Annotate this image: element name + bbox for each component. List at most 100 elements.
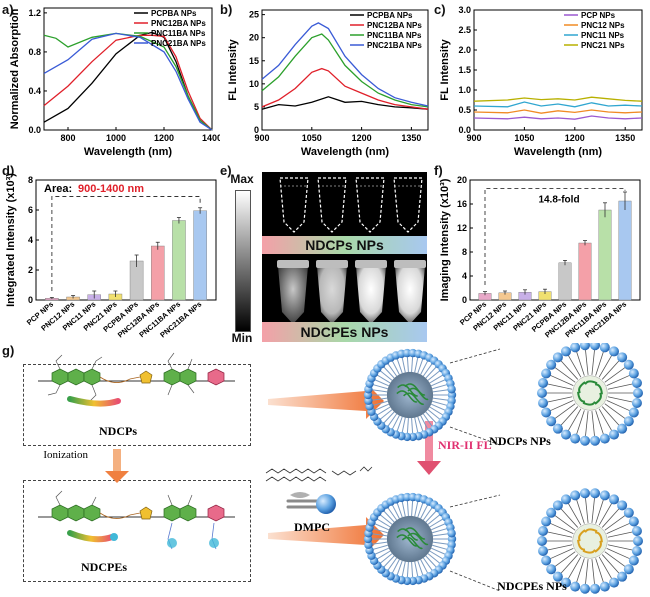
zoom-lipid-head bbox=[590, 343, 601, 351]
zoom-lipid-head bbox=[552, 571, 563, 582]
zoom-lipid-tail bbox=[554, 515, 576, 531]
zoom-lipid-head bbox=[579, 435, 590, 446]
polymer-strand bbox=[397, 384, 419, 397]
bottom-tubes bbox=[278, 266, 425, 324]
ionization-arrow bbox=[105, 449, 129, 483]
zoom-lipid-head bbox=[617, 571, 628, 582]
tube-top-4 bbox=[393, 177, 423, 233]
zoom-lipid-head bbox=[623, 416, 634, 427]
zoom-lipid-head bbox=[633, 536, 643, 546]
zoom-lipid-head bbox=[561, 577, 571, 588]
zoom-polymer bbox=[594, 540, 602, 553]
zoom-lipid-head bbox=[541, 516, 552, 527]
lipid-tail bbox=[420, 415, 429, 430]
zoom-lipid-tail bbox=[550, 375, 574, 386]
lipid-tail bbox=[414, 417, 419, 433]
area-range-label: 900-1400 nm bbox=[78, 183, 144, 195]
polymer-strand bbox=[396, 390, 418, 403]
lipid-tail bbox=[406, 562, 409, 578]
zoom-lipid-tail bbox=[547, 531, 573, 538]
zoom-lipid-head bbox=[590, 435, 601, 446]
zoom-lipid-head bbox=[538, 378, 549, 389]
zoom-lipid-head bbox=[579, 488, 590, 499]
y-tick-label: 20 bbox=[457, 175, 467, 185]
y-tick-label: 1.0 bbox=[458, 85, 471, 95]
y-tick-label: 16 bbox=[457, 199, 467, 209]
ndcps-label: NDCPs bbox=[99, 424, 137, 438]
y-axis-label: Integrated Intensity (x10³) bbox=[5, 173, 17, 307]
zoom-lipid-tail bbox=[591, 497, 595, 523]
zoom-lipid-tail bbox=[604, 367, 626, 383]
polymer-strand bbox=[407, 532, 429, 546]
lipid-tail bbox=[420, 504, 429, 519]
lipid-tail bbox=[406, 418, 409, 434]
zoom-lipid-head bbox=[609, 346, 619, 357]
lipid-tail bbox=[376, 374, 391, 384]
y-tick-label: 10 bbox=[249, 79, 259, 89]
lipid-tail bbox=[372, 400, 388, 406]
zoom-lipid-head bbox=[617, 500, 628, 511]
polymer-strand bbox=[397, 528, 419, 541]
zoom-lipid-tail bbox=[604, 515, 626, 531]
series-line-pnc21ba-nps bbox=[261, 22, 429, 107]
zoom-lipid-head bbox=[552, 352, 563, 363]
lipid-head bbox=[447, 529, 456, 538]
lipid-tail bbox=[374, 403, 390, 411]
zoom-lipid-tail bbox=[598, 355, 612, 378]
lipid-tail bbox=[411, 500, 414, 516]
plot-frame bbox=[43, 7, 213, 131]
zoom-lipid-head bbox=[617, 352, 628, 363]
lipid-tail bbox=[417, 416, 424, 432]
zoom-lipid-tail bbox=[576, 351, 585, 376]
lipid-tail bbox=[430, 547, 446, 555]
zoom-lipid-tail bbox=[554, 367, 576, 383]
zoom-lipid-tail bbox=[601, 360, 620, 380]
lipid-tail bbox=[371, 397, 388, 401]
zoom-polymer bbox=[578, 529, 586, 542]
lipid-tail bbox=[425, 366, 437, 379]
lipid-tail bbox=[430, 523, 446, 531]
bar-pcpba-nps bbox=[558, 262, 572, 301]
x-tick-label: 1050 bbox=[514, 133, 534, 143]
y-tick-label: 4 bbox=[462, 271, 467, 281]
ndcpes-zoom-view bbox=[537, 488, 643, 594]
panel-d-label: d) bbox=[2, 163, 15, 178]
zoom-lipid-tail bbox=[585, 411, 589, 437]
zoom-lipid-tail bbox=[604, 551, 626, 567]
zoom-lipid-tail bbox=[595, 558, 604, 583]
zoom-polymer bbox=[584, 380, 598, 385]
area-annotation-box bbox=[40, 181, 176, 195]
zoom-lipid-head bbox=[609, 577, 619, 588]
zoom-lipid-head bbox=[552, 423, 563, 434]
y-tick-label: 6 bbox=[28, 205, 33, 215]
lipid-head bbox=[447, 385, 456, 394]
zoom-lipid-tail bbox=[585, 497, 589, 523]
chart-b-fl-intensity: 900 1050 1200 1350 0 5 10 15 20 25 Wavelength (nm)… bbox=[227, 9, 429, 158]
lipid-tail bbox=[387, 413, 398, 427]
zoom-lipid-head bbox=[570, 581, 581, 592]
ndcpes-structure-box bbox=[23, 480, 251, 582]
series-line-pnc11ba-nps bbox=[261, 33, 429, 108]
lipid-tail bbox=[372, 384, 388, 390]
fold-bracket bbox=[51, 196, 201, 291]
ndcps-nanoparticle bbox=[363, 348, 457, 442]
legend-entry: PCPBA NPs bbox=[151, 9, 197, 18]
ionization-label: Ionization bbox=[43, 449, 88, 461]
x-axis-label: Wavelength (nm) bbox=[301, 146, 390, 158]
lipid-tail bbox=[432, 533, 449, 537]
zoom-lipid-head bbox=[546, 507, 557, 518]
lipid-tail bbox=[391, 504, 400, 519]
lipid-tail bbox=[391, 360, 400, 375]
zoom-lipid-head bbox=[599, 581, 610, 592]
zoom-lipid-tail bbox=[601, 406, 620, 426]
bar-pnc21ba-nps bbox=[618, 200, 632, 301]
zoom-lipid-tail bbox=[576, 558, 585, 583]
zoom-lipid-tail bbox=[576, 499, 585, 524]
lipid-tail bbox=[401, 417, 406, 433]
lipid-tail bbox=[383, 555, 395, 568]
zoom-lipid-tail bbox=[560, 508, 579, 528]
lipid-tail bbox=[417, 502, 424, 518]
series-line-pnc12ba-nps bbox=[43, 34, 213, 131]
ndcpes-nps-label: NDCPEs NPs bbox=[497, 579, 567, 593]
